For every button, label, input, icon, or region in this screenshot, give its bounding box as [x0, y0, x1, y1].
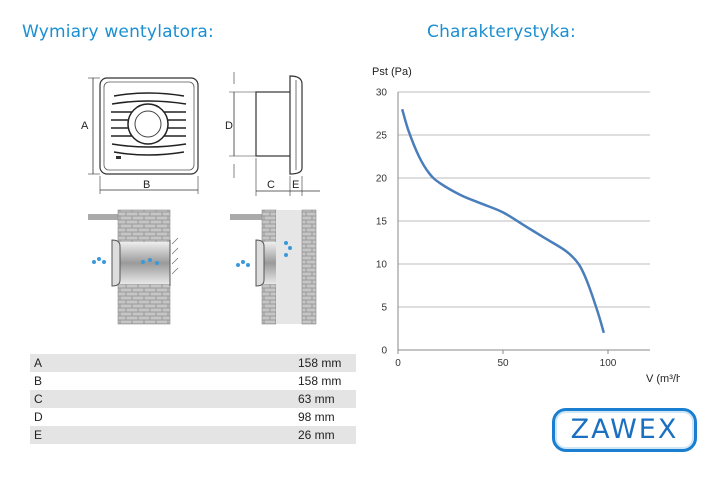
dimension-label: E [30, 426, 294, 444]
characteristics-heading: Charakterystyka: [427, 22, 576, 42]
dimension-value: 158 mm [298, 374, 342, 388]
dimension-label: C [30, 390, 294, 408]
dimension-value: 26 mm [294, 426, 356, 444]
dimensions-heading: Wymiary wentylatora: [22, 22, 214, 42]
y-tick-labels: 0 5 10 15 20 25 30 [376, 88, 388, 357]
y-tick-label: 20 [376, 174, 388, 185]
dimension-value: 158 mm [294, 354, 356, 372]
dimension-value: 63 mm [294, 390, 356, 408]
dimensions-table: A 158 mm B 158 mm C 63 mm D 98 mm E 26 mm [30, 354, 356, 444]
label-a: A [81, 120, 89, 132]
wall-mount-drawing [88, 209, 179, 325]
y-tick-label: 25 [376, 131, 388, 142]
y-axis-label: Pst (Pa) [372, 66, 412, 78]
chart-grid [397, 91, 650, 354]
x-tick-label: 50 [497, 358, 509, 369]
y-tick-label: 0 [381, 346, 387, 357]
x-tick-labels: 0 50 100 [395, 358, 617, 369]
performance-curve [400, 108, 605, 334]
y-tick-label: 15 [376, 217, 388, 228]
dimension-label: B [34, 374, 43, 388]
label-e: E [292, 179, 299, 191]
chimney-mount-drawing [230, 209, 317, 325]
dimension-row: D 98 mm [30, 408, 356, 426]
side-view-drawing [229, 72, 320, 196]
dimension-row: B 158 mm [30, 372, 356, 390]
y-tick-label: 30 [376, 88, 388, 99]
label-c: C [267, 179, 275, 191]
label-b: B [143, 179, 150, 191]
x-tick-label: 0 [395, 358, 401, 369]
dimension-row: A 158 mm [30, 354, 356, 372]
label-d: D [225, 120, 233, 132]
dimension-row: E 26 mm [30, 426, 356, 444]
fan-performance-chart: 0 5 10 15 20 25 30 0 50 100 Pst (Pa) V (m³/h) [372, 66, 680, 385]
zawex-logo: ZAWEX [552, 408, 697, 452]
y-tick-label: 10 [376, 260, 388, 271]
x-axis-label: V (m³/h) [646, 373, 680, 385]
y-tick-label: 5 [381, 303, 387, 314]
dimension-label: D [34, 410, 43, 424]
dimension-row: C 63 mm [30, 390, 356, 408]
fan-drawings: A B D C E [81, 72, 320, 325]
x-tick-label: 100 [600, 358, 617, 369]
dimension-value: 98 mm [298, 410, 335, 424]
dimension-label: A [30, 354, 294, 372]
logo-text: ZAWEX [570, 414, 679, 445]
front-view-drawing [88, 77, 199, 194]
